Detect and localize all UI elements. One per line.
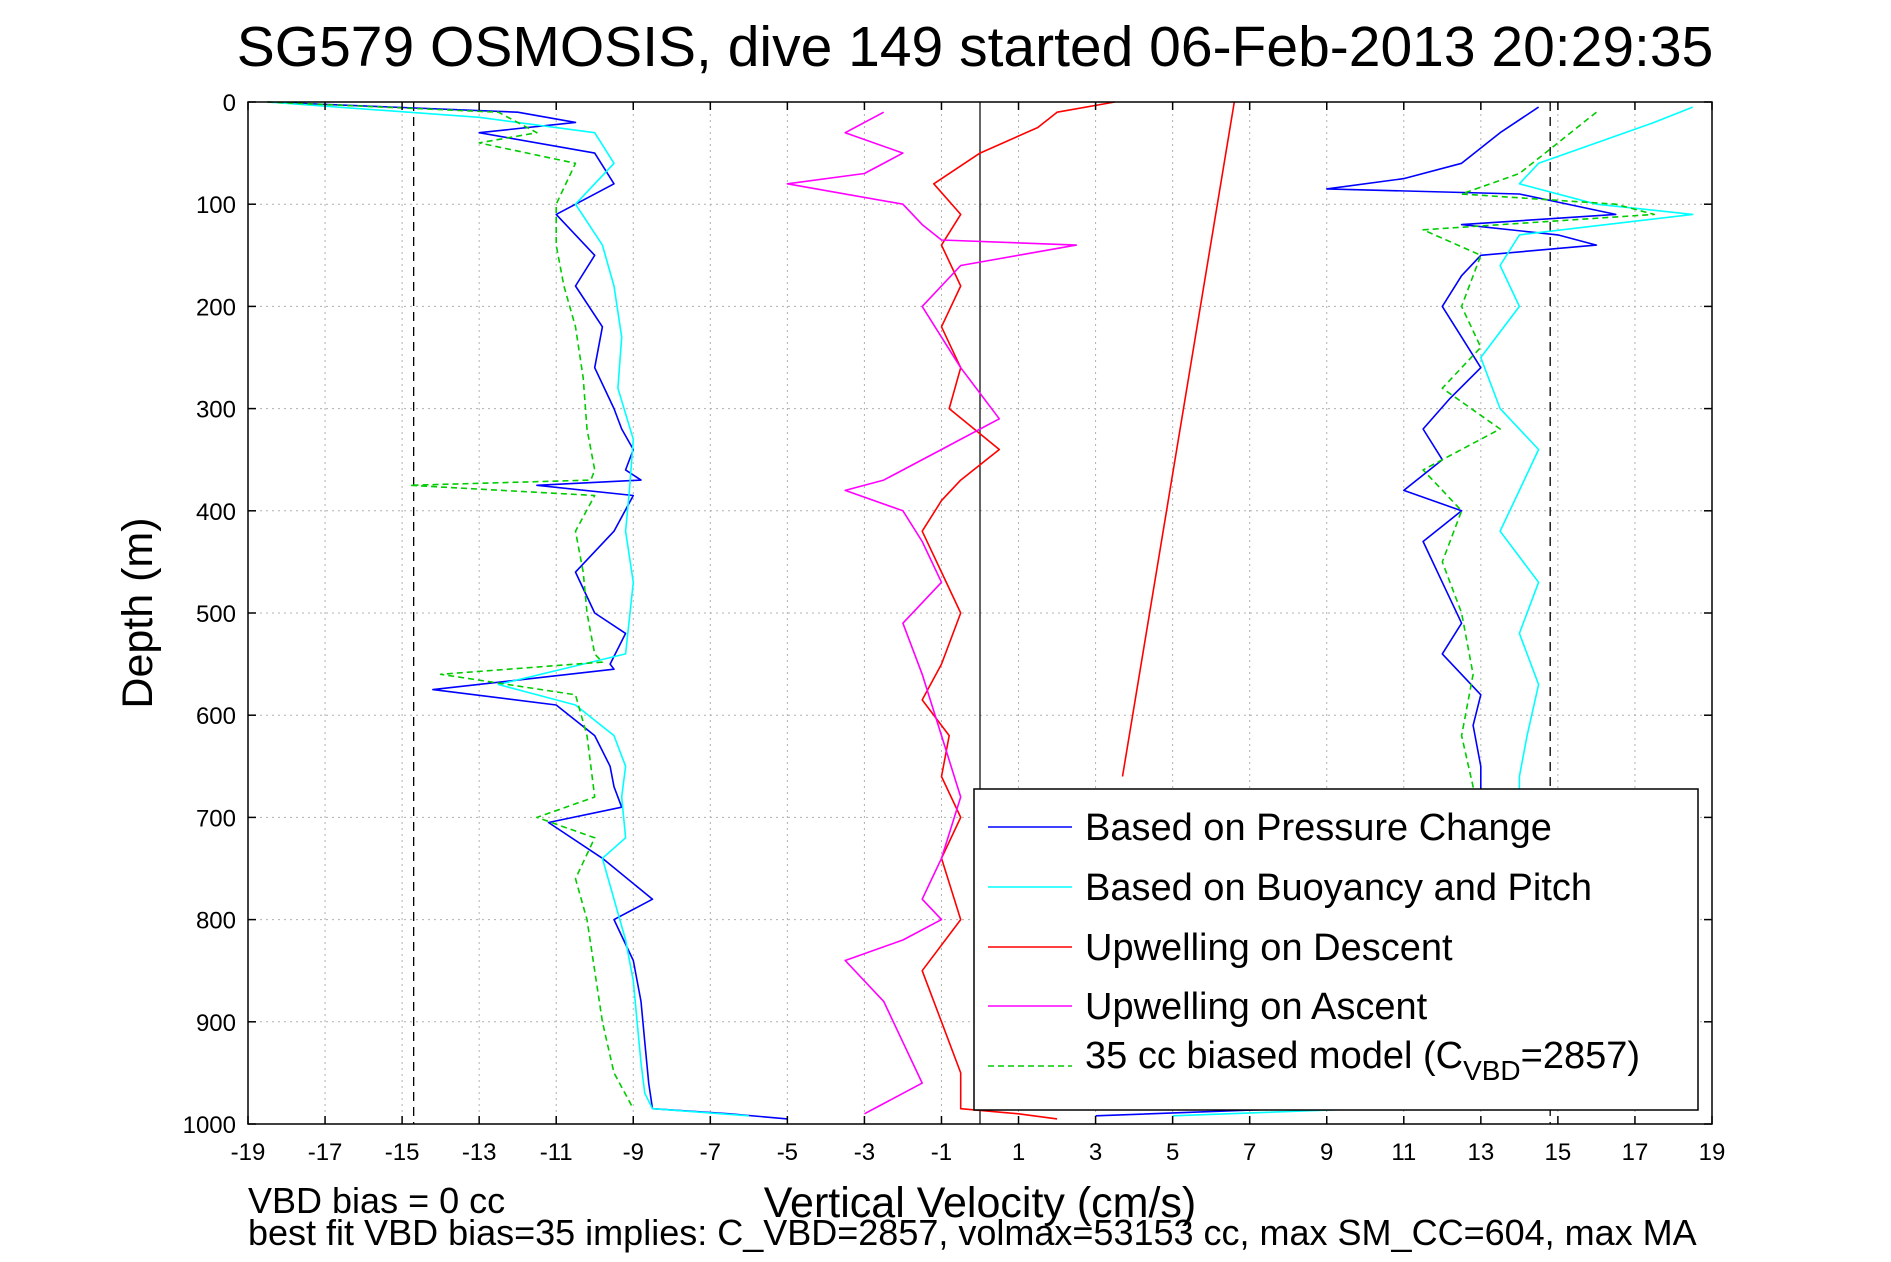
x-tick-label: -11 — [540, 1139, 573, 1166]
x-tick-label: -13 — [462, 1139, 497, 1166]
footer-line-1: VBD bias = 0 cc — [248, 1180, 505, 1221]
legend: Based on Pressure Change Based on Buoyan… — [973, 788, 1699, 1111]
x-tick-label: -3 — [854, 1139, 875, 1166]
y-tick-label: 600 — [196, 703, 236, 730]
series-line-0-branch-1 — [1095, 106, 1617, 1117]
legend-label-buoyancy: Based on Buoyancy and Pitch — [1085, 867, 1592, 909]
footer-line-2: best fit VBD bias=35 implies: C_VBD=2857… — [248, 1212, 1697, 1253]
y-tick-label: 800 — [196, 908, 236, 935]
x-tick-label: -19 — [231, 1139, 266, 1166]
x-tick-label: 7 — [1243, 1139, 1256, 1166]
legend-label-ascent: Upwelling on Ascent — [1085, 986, 1428, 1028]
x-tick-label: -17 — [308, 1139, 343, 1166]
y-tick-label: 1000 — [183, 1112, 236, 1139]
x-tick-label: -15 — [385, 1139, 420, 1166]
y-tick-label: 700 — [196, 805, 236, 832]
legend-box — [973, 788, 1699, 1111]
legend-label-descent: Upwelling on Descent — [1085, 927, 1453, 969]
series-line-4-branch-0 — [267, 101, 635, 1110]
series-line-2-branch-1 — [1121, 101, 1236, 777]
x-tick-label: -5 — [777, 1139, 798, 1166]
x-tick-label: -9 — [623, 1139, 644, 1166]
x-tick-label: 9 — [1320, 1139, 1333, 1166]
x-tick-label: 17 — [1622, 1139, 1649, 1166]
y-axis-label: Depth (m) — [114, 517, 162, 708]
y-tick-label: 400 — [196, 499, 236, 526]
x-tick-label: -7 — [700, 1139, 721, 1166]
y-tick-label: 100 — [196, 192, 236, 219]
y-tick-label: 900 — [196, 1010, 236, 1037]
x-tick-label: 13 — [1467, 1139, 1494, 1166]
x-tick-label: -1 — [931, 1139, 952, 1166]
series-lines — [267, 101, 1694, 1120]
x-tick-label: 11 — [1391, 1139, 1416, 1166]
x-axis-label: Vertical Velocity (cm/s) — [764, 1179, 1197, 1227]
y-axis-ticks: 0 100 200 300 400 500 600 700 800 900 1000 — [183, 90, 1712, 1139]
series-line-0-branch-0 — [267, 101, 788, 1120]
x-tick-label: 3 — [1089, 1139, 1102, 1166]
y-tick-label: 300 — [196, 397, 236, 424]
series-line-3-branch-0 — [786, 111, 1078, 1115]
y-tick-label: 500 — [196, 601, 236, 628]
x-tick-label: 19 — [1699, 1139, 1726, 1166]
x-axis-ticks: -19 -17 -15 -13 -11 -9 -7 -5 -3 -1 1 3 5 7 9 11 13 15 17 19 — [231, 102, 1726, 1166]
y-tick-label: 200 — [196, 294, 236, 321]
series-line-2-branch-0 — [921, 101, 1115, 1120]
series-line-1-branch-0 — [267, 101, 749, 1117]
x-tick-label: 5 — [1166, 1139, 1179, 1166]
legend-label-pressure: Based on Pressure Change — [1085, 807, 1552, 849]
y-tick-label: 0 — [223, 90, 236, 117]
series-line-1-branch-1 — [1172, 106, 1694, 1117]
x-tick-label: 1 — [1012, 1139, 1025, 1166]
chart-title: SG579 OSMOSIS, dive 149 started 06-Feb-2… — [237, 15, 1714, 79]
series-line-4-branch-1 — [1422, 111, 1655, 808]
legend-label-biased-model: 35 cc biased model (CVBD=2857) — [1085, 1035, 1640, 1086]
x-tick-label: 15 — [1545, 1139, 1572, 1166]
